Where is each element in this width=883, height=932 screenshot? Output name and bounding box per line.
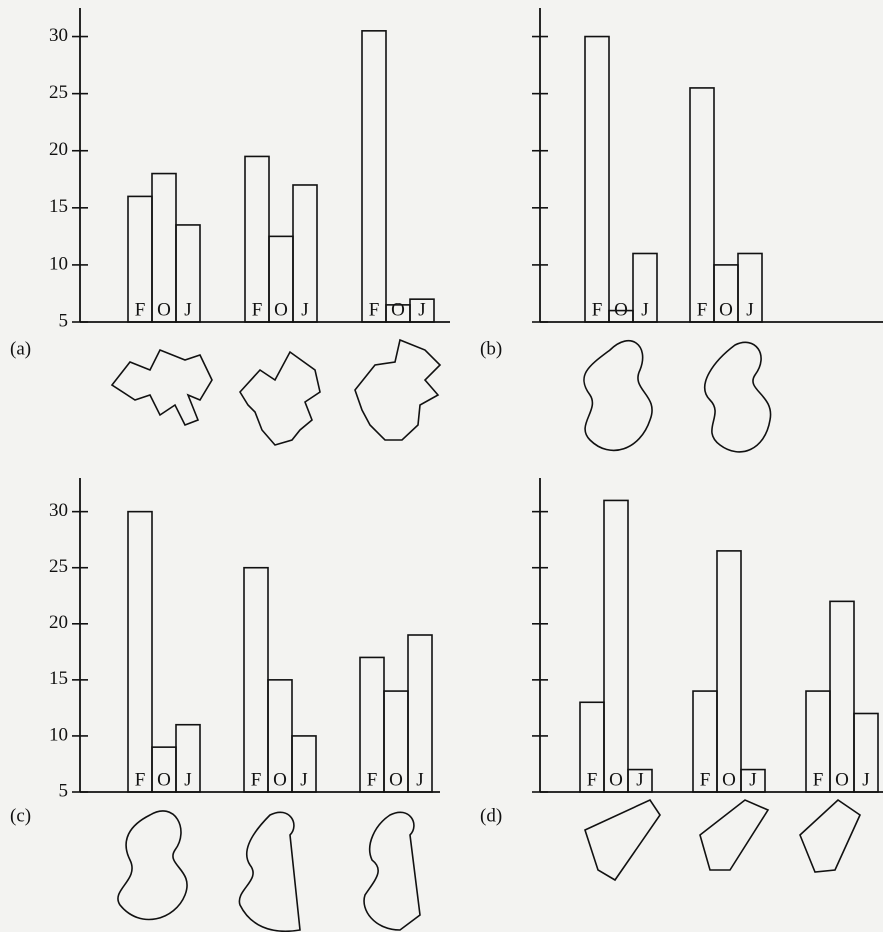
bar-letter: O bbox=[609, 769, 623, 790]
bar bbox=[244, 568, 268, 792]
figure: 51015202530(a)FOJFOJFOJ(b)FOJFOJ51015202… bbox=[0, 0, 883, 932]
bar bbox=[604, 500, 628, 792]
outline-shape bbox=[240, 352, 320, 445]
bar-letter: F bbox=[592, 299, 603, 320]
bar-letter: J bbox=[184, 299, 191, 320]
bar-letter: O bbox=[614, 299, 628, 320]
bar-letter: O bbox=[157, 769, 171, 790]
y-tick-label: 10 bbox=[49, 253, 68, 274]
bar-letter: J bbox=[636, 769, 643, 790]
y-tick-label: 30 bbox=[49, 500, 68, 521]
bar-letter: F bbox=[135, 769, 146, 790]
y-tick-label: 20 bbox=[49, 139, 68, 160]
bar-letter: J bbox=[746, 299, 753, 320]
bar-letter: J bbox=[862, 769, 869, 790]
bar-letter: O bbox=[157, 299, 171, 320]
y-tick-label: 20 bbox=[49, 612, 68, 633]
y-tick-label: 15 bbox=[49, 668, 68, 689]
bar-letter: F bbox=[251, 769, 262, 790]
outline-shape bbox=[118, 811, 187, 920]
bar-letter: O bbox=[274, 299, 288, 320]
bar bbox=[830, 601, 854, 792]
y-tick-label: 25 bbox=[49, 556, 68, 577]
y-tick-label: 15 bbox=[49, 196, 68, 217]
outline-shape bbox=[800, 800, 860, 872]
bar-letter: F bbox=[587, 769, 598, 790]
y-tick-label: 25 bbox=[49, 82, 68, 103]
bar-letter: J bbox=[416, 769, 423, 790]
y-tick-label: 5 bbox=[59, 780, 69, 801]
bar bbox=[362, 31, 386, 322]
bar bbox=[690, 88, 714, 322]
panel-label: (b) bbox=[480, 338, 502, 359]
bar-letter: F bbox=[813, 769, 824, 790]
outline-shape bbox=[705, 342, 771, 452]
bar-letter: O bbox=[273, 769, 287, 790]
bar-letter: O bbox=[835, 769, 849, 790]
page: {"chart_data": [ {"type": "bar", "label"… bbox=[0, 0, 883, 932]
bar bbox=[585, 37, 609, 322]
bar-letter: J bbox=[641, 299, 648, 320]
bar bbox=[245, 156, 269, 322]
bar-letter: J bbox=[300, 769, 307, 790]
bar-letter: F bbox=[135, 299, 146, 320]
bar-letter: O bbox=[722, 769, 736, 790]
bar-letter: F bbox=[252, 299, 263, 320]
y-tick-label: 10 bbox=[49, 724, 68, 745]
bar-letter: F bbox=[367, 769, 378, 790]
outline-shape bbox=[364, 812, 420, 930]
outline-shape bbox=[355, 340, 440, 440]
panel-label: (a) bbox=[10, 338, 31, 359]
bar-letter: F bbox=[697, 299, 708, 320]
bar-letter: O bbox=[389, 769, 403, 790]
outline-shape bbox=[585, 800, 660, 880]
bar-letter: J bbox=[301, 299, 308, 320]
outline-shape bbox=[112, 350, 212, 425]
outline-shape bbox=[700, 800, 768, 870]
bar-letter: F bbox=[369, 299, 380, 320]
outline-shape bbox=[584, 341, 652, 451]
bar-letter: O bbox=[719, 299, 733, 320]
y-tick-label: 30 bbox=[49, 25, 68, 46]
panel-label: (c) bbox=[10, 805, 31, 826]
bar-letter: O bbox=[391, 299, 405, 320]
bar-letter: J bbox=[749, 769, 756, 790]
shape-drawings bbox=[112, 340, 860, 931]
bar bbox=[717, 551, 741, 792]
bar bbox=[128, 512, 152, 792]
bar-letter: F bbox=[700, 769, 711, 790]
outline-shape bbox=[239, 812, 300, 931]
bar-letter: J bbox=[184, 769, 191, 790]
panel-label: (d) bbox=[480, 805, 502, 826]
y-tick-label: 5 bbox=[59, 310, 69, 331]
bar-letter: J bbox=[418, 299, 425, 320]
